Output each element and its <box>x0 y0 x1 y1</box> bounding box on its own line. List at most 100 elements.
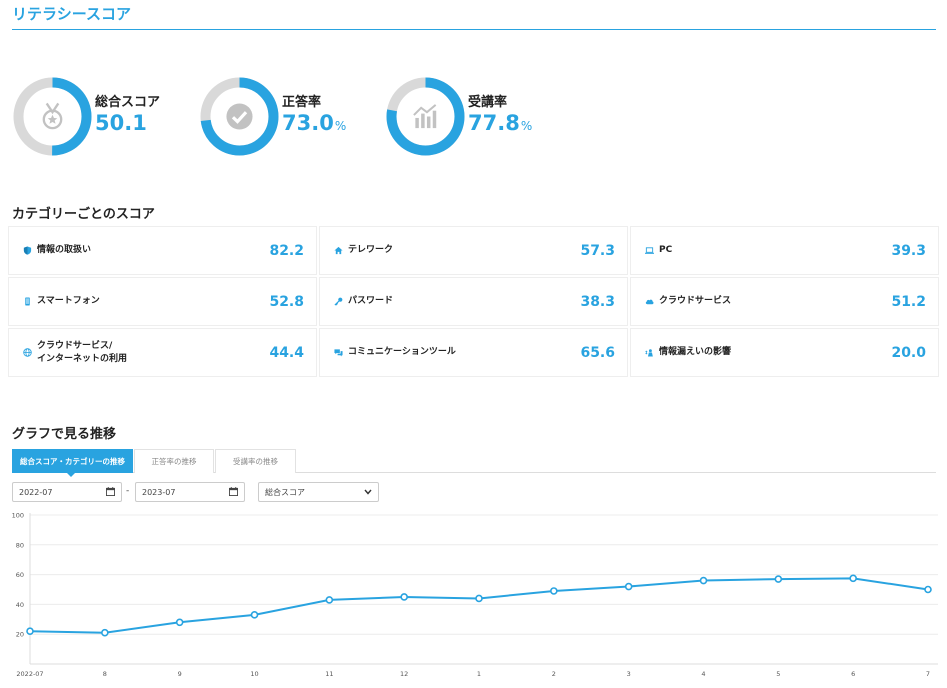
x-tick-label: 9 <box>178 670 182 678</box>
category-name: 情報の取扱い <box>37 245 92 255</box>
data-point <box>624 582 633 591</box>
category-score: 52.8 <box>269 293 304 310</box>
chat-icon <box>332 348 344 357</box>
end-month-input[interactable]: 2023-07 <box>135 482 245 502</box>
data-point <box>175 618 184 627</box>
bar-chart-icon <box>411 102 440 131</box>
category-name: 情報漏えいの影響 <box>659 347 732 357</box>
calendar-icon[interactable] <box>229 486 238 498</box>
calendar-icon[interactable] <box>106 486 115 498</box>
category-card: コミュニケーションツール 65.6 <box>319 328 628 377</box>
chevron-down-icon <box>364 488 372 497</box>
medal-icon <box>38 102 67 131</box>
summary-value: 50.1 <box>95 111 160 138</box>
laptop-icon <box>643 246 655 255</box>
graph-tabs: 総合スコア・カテゴリーの推移 正答率の推移 受講率の推移 <box>12 449 936 473</box>
start-month-input[interactable]: 2022-07 <box>12 482 122 502</box>
summary-number: 77.8 <box>468 111 520 135</box>
data-point <box>101 628 109 637</box>
end-month-value: 2023-07 <box>142 487 176 497</box>
smartphone-icon <box>21 297 33 306</box>
score-donut <box>12 76 93 157</box>
metric-select[interactable]: 総合スコア <box>258 482 379 502</box>
category-score: 82.2 <box>269 242 304 259</box>
tab-label: 正答率の推移 <box>151 457 197 466</box>
category-grid: 情報の取扱い 82.2 テレワーク 57.3 PC 39.3 スマートフォン 5… <box>8 226 940 377</box>
tab-correct-rate-trend[interactable]: 正答率の推移 <box>134 449 214 473</box>
y-tick-label: 100 <box>12 512 24 520</box>
home-icon <box>332 246 344 255</box>
leak-icon <box>643 348 655 357</box>
data-point <box>400 593 408 601</box>
shield-icon <box>21 246 33 255</box>
category-score: 20.0 <box>891 344 926 361</box>
y-tick-label: 20 <box>16 631 24 639</box>
category-name: クラウドサービス/ インターネットの利用 <box>37 340 128 364</box>
summary-number: 50.1 <box>95 111 147 135</box>
category-name: クラウドサービス <box>659 296 732 306</box>
tab-label: 受講率の推移 <box>233 457 278 466</box>
x-tick-label: 7 <box>926 670 930 678</box>
x-tick-label: 6 <box>851 670 855 678</box>
data-point <box>26 627 34 636</box>
summary-value: 73.0% <box>282 111 346 138</box>
cloud-icon <box>643 297 655 306</box>
x-tick-label: 11 <box>325 670 333 678</box>
summary-value: 77.8% <box>468 111 532 138</box>
category-score: 57.3 <box>580 242 615 259</box>
summary-card: 受講率 77.8% <box>385 76 532 157</box>
category-score: 51.2 <box>891 293 926 310</box>
x-tick-label: 1 <box>477 670 481 678</box>
summary-label: 正答率 <box>282 95 322 110</box>
category-score: 65.6 <box>580 344 615 361</box>
data-point <box>325 596 334 604</box>
category-card: パスワード 38.3 <box>319 277 628 326</box>
y-tick-label: 80 <box>16 541 24 549</box>
x-tick-label: 8 <box>103 670 107 678</box>
category-card: クラウドサービス 51.2 <box>630 277 939 326</box>
x-tick-label: 2 <box>552 670 556 678</box>
tab-label: 総合スコア・カテゴリーの推移 <box>20 457 125 466</box>
x-tick-label: 2022-07 <box>16 670 43 678</box>
category-score: 44.4 <box>269 344 304 361</box>
category-card: クラウドサービス/ インターネットの利用 44.4 <box>8 328 317 377</box>
category-name: テレワーク <box>348 245 394 255</box>
active-tab-caret <box>66 472 76 477</box>
categories-heading: カテゴリーごとのスコア <box>12 207 155 222</box>
data-point <box>550 587 558 595</box>
summary-number: 73.0 <box>282 111 334 135</box>
x-tick-label: 10 <box>250 670 258 678</box>
category-card: テレワーク 57.3 <box>319 226 628 275</box>
category-score: 39.3 <box>891 242 926 259</box>
x-tick-label: 12 <box>400 670 408 678</box>
metric-select-value: 総合スコア <box>265 487 305 497</box>
key-icon <box>332 297 344 306</box>
x-tick-label: 5 <box>776 670 780 678</box>
y-tick-label: 60 <box>16 571 24 579</box>
graph-heading: グラフで見る推移 <box>12 427 117 442</box>
check-circle-icon <box>225 102 254 131</box>
y-tick-label: 40 <box>16 601 24 609</box>
start-month-value: 2022-07 <box>19 487 53 497</box>
summary-label: 総合スコア <box>95 95 161 110</box>
score-donut <box>199 76 280 157</box>
summary-card: 総合スコア 50.1 <box>12 76 160 157</box>
tab-attendance-trend[interactable]: 受講率の推移 <box>215 449 296 473</box>
series-line <box>29 577 929 634</box>
category-card: 情報漏えいの影響 20.0 <box>630 328 939 377</box>
category-score: 38.3 <box>580 293 615 310</box>
data-point <box>699 576 708 585</box>
category-card: PC 39.3 <box>630 226 939 275</box>
summary-unit: % <box>520 119 533 133</box>
date-range-separator: - <box>126 486 130 496</box>
category-card: 情報の取扱い 82.2 <box>8 226 317 275</box>
category-name: PC <box>659 245 673 255</box>
title-divider <box>12 29 936 30</box>
globe-icon <box>21 348 33 357</box>
summary-label: 受講率 <box>468 95 508 110</box>
tab-overall-trend[interactable]: 総合スコア・カテゴリーの推移 <box>12 449 133 473</box>
x-tick-label: 3 <box>627 670 631 678</box>
data-point <box>924 585 932 594</box>
summary-card: 正答率 73.0% <box>199 76 346 157</box>
